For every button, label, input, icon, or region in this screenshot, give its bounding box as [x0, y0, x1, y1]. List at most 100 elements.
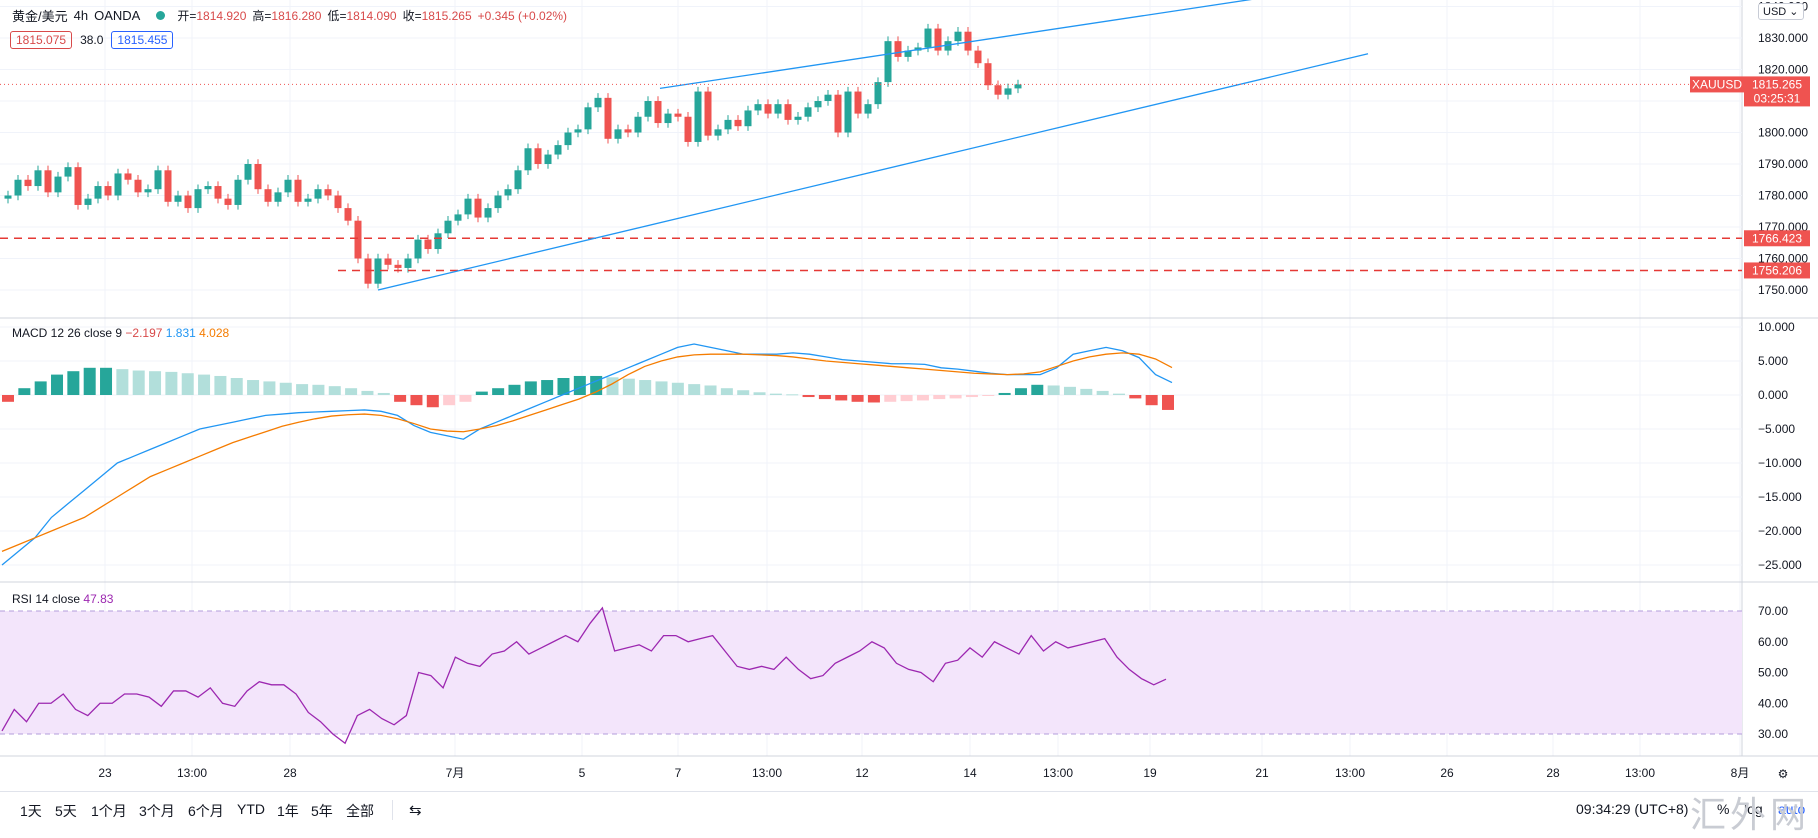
range-1y-button[interactable]: 1年 [277, 803, 299, 819]
macd-histogram-bar [1096, 390, 1109, 395]
candle-body [454, 214, 462, 221]
candle-body [344, 208, 352, 221]
spread-value: 38.0 [80, 33, 104, 47]
candle-body [394, 264, 402, 268]
candle-body [424, 239, 432, 250]
candle-body [564, 132, 572, 146]
time-tick-label: 5 [579, 766, 586, 780]
candle-body [974, 50, 982, 64]
candle-body [654, 101, 662, 124]
go-to-date-icon[interactable]: ⇆ [409, 802, 422, 819]
line1-tag [1744, 230, 1810, 247]
candle-body [44, 170, 52, 193]
candle-body [754, 104, 762, 111]
range-all-button[interactable]: 全部 [346, 803, 374, 819]
macd-tick-label: −20.000 [1758, 524, 1802, 538]
candle-body [994, 85, 1002, 95]
range-1d-button[interactable]: 1天 [20, 803, 42, 819]
range-ytd-button[interactable]: YTD [237, 801, 265, 817]
candle-body [374, 258, 382, 284]
candle-body [174, 195, 182, 202]
candle-body [674, 113, 682, 117]
broker-label: OANDA [94, 8, 141, 23]
rsi-tick-label: 50.00 [1758, 666, 1788, 680]
interval-label[interactable]: 4h [73, 8, 89, 23]
macd-histogram-bar [132, 370, 145, 395]
candle-body [1004, 88, 1012, 95]
candle-body [194, 189, 202, 209]
range-1m-button[interactable]: 1个月 [91, 803, 127, 819]
candle-body [284, 179, 292, 193]
bid-button[interactable]: 1815.075 [10, 31, 73, 49]
auto-toggle[interactable]: auto [1778, 801, 1806, 817]
time-tick-label: 7月 [446, 766, 465, 780]
macd-histogram-bar [2, 395, 14, 402]
close-label: 收= [402, 9, 422, 23]
candle-body [234, 179, 242, 205]
macd-tick-label: −10.000 [1758, 456, 1802, 470]
candle-body [474, 198, 482, 218]
symbol-name[interactable]: 黄金/美元 [12, 9, 68, 24]
candle-body [444, 220, 452, 234]
currency-label: USD [1763, 6, 1787, 18]
candle-body [614, 129, 622, 139]
macd-histogram-bar [557, 378, 570, 395]
time-tick-label: 12 [855, 766, 869, 780]
macd-line [1, 343, 1173, 566]
candle-body [894, 41, 902, 57]
macd-histogram-bar [688, 384, 701, 395]
symbol-tag [1690, 76, 1744, 93]
macd-histogram-bar [214, 375, 227, 395]
candle-body [24, 179, 32, 187]
rsi-band [0, 611, 1742, 734]
candle-body [534, 148, 542, 164]
candle-body [64, 167, 72, 177]
ask-button[interactable]: 1815.455 [111, 31, 174, 49]
line1-label: 1766.423 [1752, 231, 1802, 245]
macd-histogram-bar [181, 373, 194, 395]
percent-toggle[interactable]: % [1717, 801, 1730, 817]
macd-histogram-bar [818, 395, 831, 400]
macd-histogram-bar [475, 391, 488, 395]
toolbar-divider [1704, 800, 1705, 820]
high-label: 高= [252, 9, 272, 23]
open-label: 开= [177, 9, 197, 23]
range-5y-button[interactable]: 5年 [311, 803, 333, 819]
range-5d-button[interactable]: 5天 [55, 803, 77, 819]
time-tick-label: 13:00 [752, 766, 782, 780]
candle-body [104, 186, 112, 196]
bottom-toolbar: 1天 5天 1个月 3个月 6个月 YTD 1年 5年 全部 ⇆ 09:34:2… [0, 791, 1818, 830]
macd-histogram-bar [1047, 385, 1060, 395]
macd-histogram-bar [622, 378, 635, 395]
candle-body [734, 119, 742, 127]
candle-body [794, 116, 802, 120]
candle-body [84, 198, 92, 205]
macd-histogram-bar [328, 386, 341, 395]
log-toggle[interactable]: log [1744, 801, 1763, 817]
candle-body [464, 198, 472, 215]
candle-body [274, 192, 282, 202]
range-3m-button[interactable]: 3个月 [139, 803, 175, 819]
time-tick-label: 23 [98, 766, 112, 780]
macd-histogram-bar [51, 374, 64, 395]
time-tick-label: 7 [675, 766, 682, 780]
candle-body [854, 91, 862, 114]
macd-histogram-bar [671, 382, 684, 395]
macd-histogram-bar [492, 388, 505, 395]
clock-time[interactable]: 09:34:29 (UTC+8) [1576, 801, 1689, 817]
candle-body [884, 41, 892, 83]
trendline-upper [659, 0, 1252, 90]
macd-histogram-bar [394, 395, 407, 402]
signal-line [1, 352, 1173, 553]
currency-button[interactable]: USD ⌄ [1758, 3, 1804, 20]
candle-body [694, 91, 702, 142]
candle-body [294, 179, 302, 202]
candle-body [484, 208, 492, 218]
close-value: 1815.265 [421, 9, 472, 23]
range-6m-button[interactable]: 6个月 [188, 803, 224, 819]
macd-histogram-bar [312, 384, 325, 395]
candle-body [304, 198, 312, 202]
candle-body [254, 164, 262, 190]
rsi-value: 47.83 [83, 592, 114, 606]
